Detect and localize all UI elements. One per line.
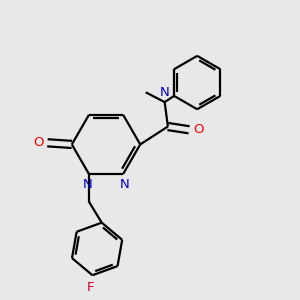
Text: F: F [87,281,94,294]
Text: N: N [160,86,169,99]
Text: O: O [33,136,44,149]
Text: N: N [120,178,130,191]
Text: O: O [194,123,204,136]
Text: N: N [82,178,92,191]
